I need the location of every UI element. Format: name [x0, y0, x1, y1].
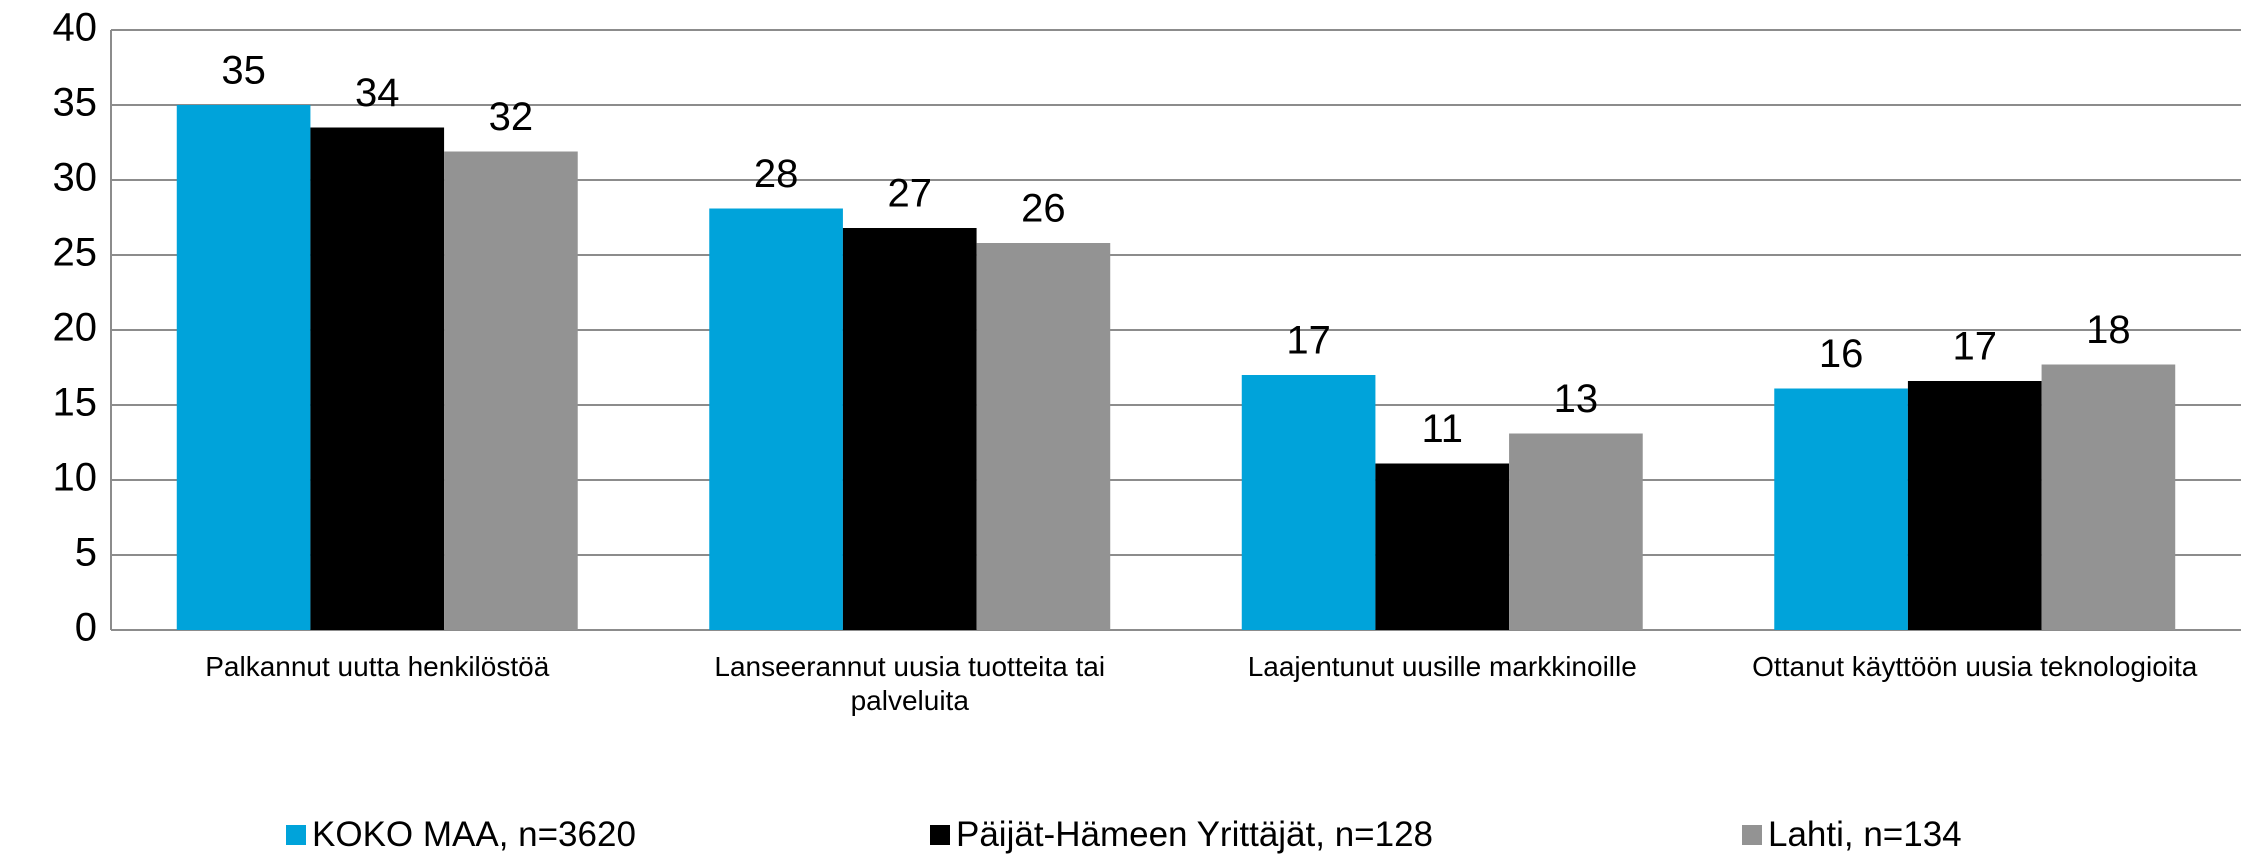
legend-swatch [930, 825, 950, 845]
legend-item: Päijät-Hämeen Yrittäjät, n=128 [930, 815, 1433, 855]
y-tick-label: 35 [53, 81, 98, 125]
legend-label: KOKO MAA, n=3620 [312, 815, 636, 854]
bar [1774, 388, 1908, 630]
y-tick-label: 10 [53, 456, 98, 500]
legend-label: Lahti, n=134 [1768, 815, 1962, 854]
data-label: 32 [489, 95, 534, 139]
bar [976, 243, 1111, 630]
x-tick-label: Laajentunut uusille markkinoille [1247, 651, 1637, 682]
data-label: 35 [221, 49, 266, 93]
data-label: 13 [1554, 377, 1599, 421]
legend-item: Lahti, n=134 [1742, 815, 1962, 855]
y-tick-label: 40 [53, 6, 98, 50]
data-label: 11 [1421, 407, 1463, 451]
bar [1375, 463, 1510, 630]
data-label: 28 [754, 152, 799, 196]
data-label: 16 [1819, 332, 1864, 376]
bar [1907, 381, 2042, 630]
y-tick-label: 30 [53, 156, 98, 200]
y-tick-label: 25 [53, 231, 98, 275]
bar [2041, 364, 2176, 630]
y-tick-label: 20 [53, 306, 98, 350]
legend-label: Päijät-Hämeen Yrittäjät, n=128 [956, 815, 1433, 854]
bar [1241, 375, 1376, 630]
legend-swatch [1742, 825, 1762, 845]
legend-item: KOKO MAA, n=3620 [286, 815, 636, 855]
bar [842, 228, 977, 630]
bar [444, 151, 578, 630]
bar [709, 208, 843, 630]
bar [176, 105, 311, 630]
y-tick-label: 15 [53, 381, 98, 425]
data-label: 26 [1021, 187, 1066, 231]
x-tick-label: Lanseerannut uusia tuotteita tai palvelu… [714, 651, 1106, 716]
data-label: 34 [355, 71, 400, 115]
y-tick-label: 0 [75, 606, 97, 650]
data-label: 17 [1953, 325, 1998, 369]
x-tick-label: Ottanut käyttöön uusia teknologioita [1752, 651, 2198, 682]
data-label: 17 [1286, 319, 1331, 363]
data-label: 27 [888, 172, 933, 216]
y-tick-label: 5 [75, 531, 97, 575]
bar [1509, 433, 1643, 630]
data-label: 18 [2086, 308, 2131, 352]
legend-swatch [286, 825, 306, 845]
x-tick-label: Palkannut uutta henkilöstöä [205, 651, 550, 682]
bar [310, 127, 445, 630]
